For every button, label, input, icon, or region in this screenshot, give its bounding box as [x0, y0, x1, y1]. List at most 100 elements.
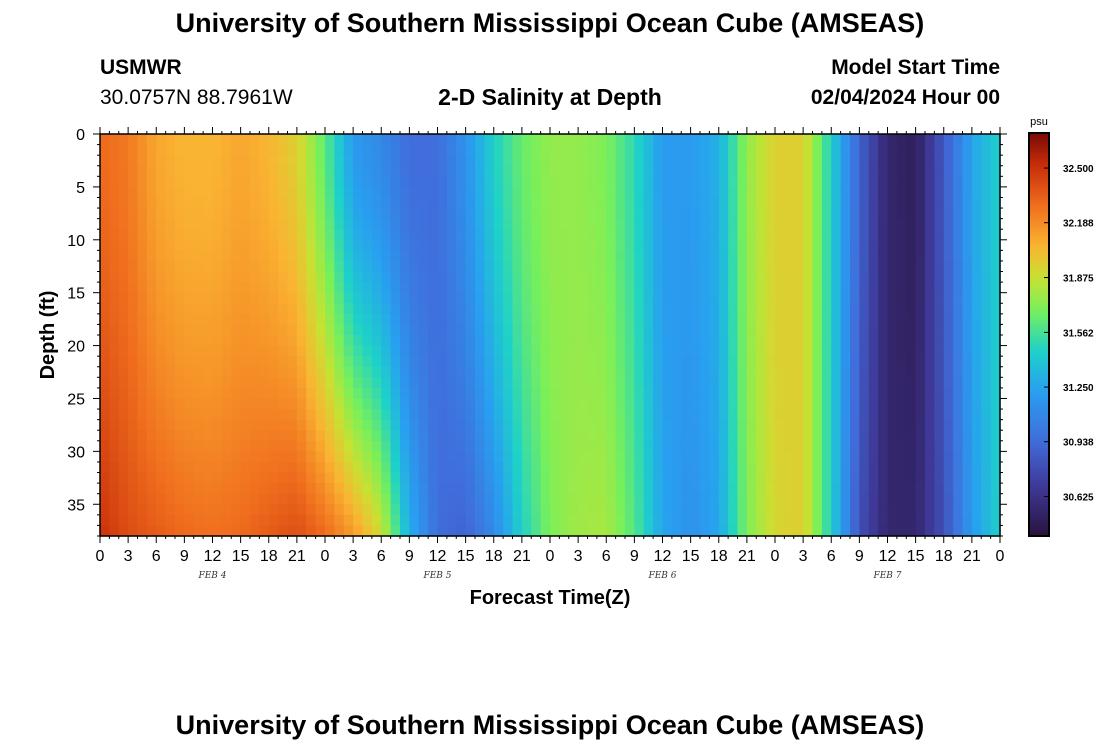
heatmap-cell [118, 451, 129, 463]
heatmap-cell [850, 514, 860, 527]
heatmap-cell [296, 461, 307, 474]
heatmap-cell [550, 271, 560, 283]
heatmap-cell [868, 250, 879, 262]
heatmap-cell [934, 461, 945, 474]
heatmap-cell [184, 176, 195, 188]
heatmap-cell [306, 186, 317, 199]
heatmap-cell [184, 134, 195, 146]
heatmap-cell [371, 461, 382, 474]
heatmap-cell [221, 144, 232, 156]
heatmap-cell [315, 387, 326, 400]
heatmap-cell [765, 260, 776, 273]
heatmap-cell [587, 292, 598, 304]
heatmap-cell [465, 377, 476, 389]
heatmap-cell [100, 239, 110, 251]
heatmap-cell [915, 504, 926, 516]
heatmap-cell [840, 366, 851, 378]
heatmap-cell [137, 282, 148, 294]
heatmap-cell [212, 387, 223, 400]
heatmap-cell [971, 176, 982, 188]
heatmap-cell [175, 430, 185, 442]
heatmap-cell [934, 165, 945, 177]
heatmap-cell [296, 356, 307, 368]
heatmap-cell [240, 504, 251, 516]
heatmap-cell [371, 398, 382, 410]
heatmap-cell [503, 282, 514, 294]
heatmap-cell [653, 324, 664, 336]
heatmap-cell [446, 134, 457, 146]
heatmap-cell [409, 134, 420, 146]
heatmap-cell [746, 377, 757, 389]
heatmap-cell [568, 472, 579, 484]
heatmap-cell [118, 345, 129, 357]
heatmap-cell [521, 250, 532, 262]
heatmap-cell [100, 155, 110, 167]
heatmap-cell [859, 282, 870, 294]
heatmap-cell [662, 218, 673, 230]
heatmap-cell [334, 440, 345, 452]
heatmap-cell [878, 303, 889, 315]
heatmap-cell [325, 271, 335, 283]
heatmap-cell [728, 134, 739, 146]
heatmap-cell [512, 472, 523, 484]
heatmap-cell [409, 430, 420, 442]
heatmap-cell [221, 356, 232, 368]
heatmap-cell [803, 165, 814, 177]
heatmap-cell [625, 176, 635, 188]
heatmap-cell [662, 134, 673, 146]
heatmap-cell [184, 335, 195, 347]
heatmap-cell [878, 176, 889, 188]
heatmap-cell [400, 472, 410, 484]
heatmap-cell [165, 324, 176, 336]
heatmap-cell [625, 324, 635, 336]
heatmap-cell [250, 165, 260, 177]
heatmap-cell [615, 134, 626, 146]
heatmap-cell [653, 250, 664, 262]
heatmap-cell [250, 345, 260, 357]
heatmap-cell [915, 324, 926, 336]
heatmap-cell [268, 525, 279, 537]
heatmap-cell [371, 525, 382, 537]
heatmap-cell [531, 292, 542, 304]
heatmap-cell [315, 134, 326, 146]
heatmap-cell [671, 186, 682, 199]
heatmap-cell [606, 144, 617, 156]
heatmap-cell [390, 525, 401, 537]
heatmap-cell [203, 335, 214, 347]
heatmap-cell [550, 483, 560, 495]
heatmap-cell [240, 451, 251, 463]
heatmap-cell [981, 335, 992, 347]
heatmap-cell [193, 472, 204, 484]
heatmap-cell [690, 525, 701, 537]
heatmap-cell [109, 387, 120, 400]
heatmap-cell [221, 208, 232, 220]
heatmap-cell [925, 208, 935, 220]
heatmap-cell [943, 356, 954, 368]
heatmap-cell [231, 419, 242, 431]
heatmap-cell [165, 419, 176, 431]
heatmap-cell [793, 419, 804, 431]
heatmap-cell [446, 313, 457, 326]
heatmap-cell [700, 483, 710, 495]
y-tick-label: 20 [67, 339, 85, 356]
heatmap-cell [259, 493, 270, 505]
heatmap-cell [278, 165, 289, 177]
heatmap-cell [456, 250, 467, 262]
heatmap-cell [606, 483, 617, 495]
heatmap-cell [559, 229, 570, 241]
heatmap-cell [325, 514, 335, 527]
heatmap-cell [756, 461, 767, 474]
heatmap-cell [953, 155, 964, 167]
heatmap-cell [156, 356, 167, 368]
heatmap-cell [465, 313, 476, 326]
heatmap-cell [296, 493, 307, 505]
heatmap-cell [690, 186, 701, 199]
heatmap-cell [409, 144, 420, 156]
heatmap-cell [437, 345, 448, 357]
heatmap-cell [259, 430, 270, 442]
heatmap-cell [287, 345, 298, 357]
heatmap-cell [193, 218, 204, 230]
heatmap-cell [812, 165, 823, 177]
heatmap-cell [531, 197, 542, 209]
heatmap-cell [315, 218, 326, 230]
